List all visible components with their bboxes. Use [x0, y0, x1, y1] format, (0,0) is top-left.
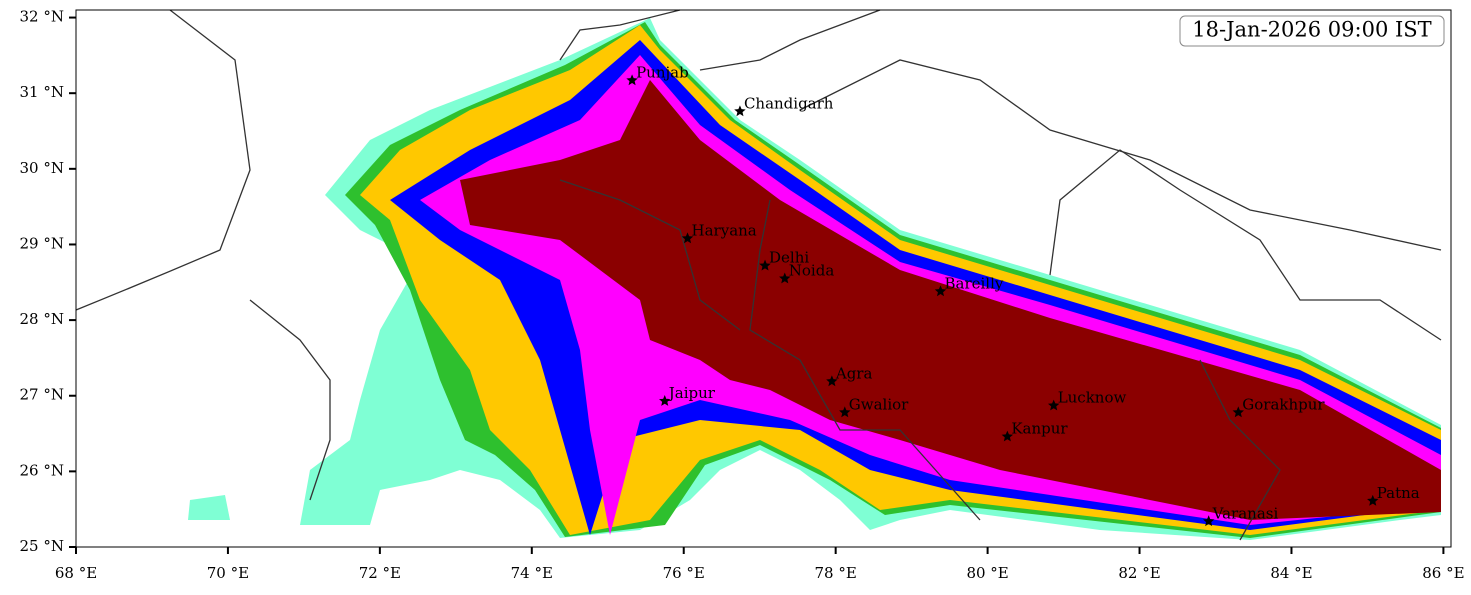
city-marker	[759, 259, 771, 271]
city-marker	[839, 406, 851, 418]
city-label: Patna	[1377, 484, 1420, 502]
timestamp-box: 18-Jan-2026 09:00 IST	[1179, 15, 1445, 47]
city-marker	[1001, 430, 1014, 442]
y-tick-label: 26 °N	[20, 461, 64, 479]
plot-frame	[75, 9, 1452, 548]
city-label: Delhi	[769, 249, 809, 267]
city-label: Bareilly	[945, 274, 1004, 292]
x-tick-label: 68 °E	[55, 564, 97, 582]
city-label: Haryana	[692, 221, 757, 239]
city-label: Lucknow	[1058, 389, 1127, 407]
x-tick-label: 80 °E	[966, 564, 1008, 582]
x-tick-label: 76 °E	[663, 564, 705, 582]
y-tick-label: 29 °N	[20, 234, 64, 252]
city-marker	[779, 272, 791, 284]
x-tick-label: 84 °E	[1270, 564, 1312, 582]
x-tick-label: 86 °E	[1422, 564, 1464, 582]
city-label: Agra	[835, 364, 873, 382]
city-marker	[1232, 406, 1244, 418]
city-label: Punjab	[636, 63, 689, 81]
city-marker	[1202, 515, 1215, 527]
city-label: Noida	[789, 262, 835, 280]
timestamp: 18-Jan-2026 09:00 IST	[1192, 18, 1431, 42]
y-tick-label: 32 °N	[20, 8, 64, 26]
x-tick-label: 74 °E	[511, 564, 553, 582]
x-tick-label: 78 °E	[815, 564, 857, 582]
city-marker	[659, 395, 671, 406]
city-marker	[626, 74, 638, 86]
x-tick-label: 72 °E	[359, 564, 401, 582]
borders	[75, 9, 1442, 541]
city-label: Varanasi	[1212, 504, 1279, 522]
x-tick-label: 82 °E	[1118, 564, 1160, 582]
city-marker	[681, 232, 694, 244]
city-label: Jaipur	[667, 384, 716, 402]
y-tick-label: 30 °N	[20, 159, 64, 177]
y-tick-label: 28 °N	[20, 310, 64, 328]
x-tick-label: 70 °E	[207, 564, 249, 582]
y-tick-label: 25 °N	[20, 537, 64, 555]
city-marker	[1367, 494, 1379, 506]
y-tick-label: 31 °N	[20, 83, 64, 101]
fog-field	[188, 18, 1441, 540]
city-label: Gorakhpur	[1242, 395, 1325, 413]
city-label: Gwalior	[849, 395, 909, 413]
city-label: Kanpur	[1011, 420, 1068, 438]
city-marker	[934, 285, 947, 297]
city-marker	[826, 375, 838, 387]
city-marker	[1047, 399, 1060, 411]
timestamp-frame	[1179, 15, 1445, 47]
city-marker	[734, 105, 746, 117]
city-label: Chandigarh	[744, 94, 834, 112]
y-tick-label: 27 °N	[20, 386, 64, 404]
